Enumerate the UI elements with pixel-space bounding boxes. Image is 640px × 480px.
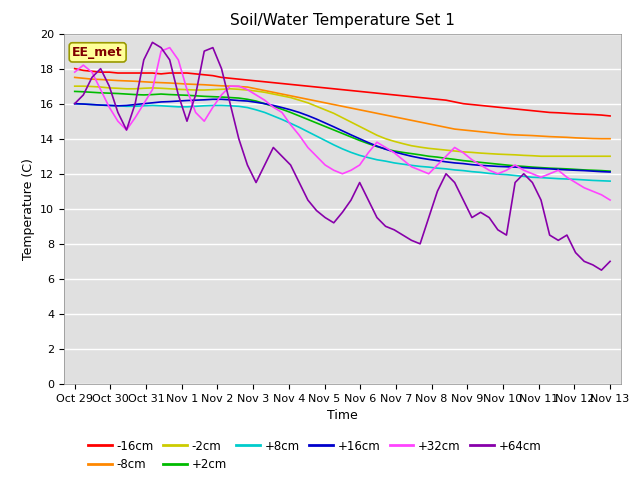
Title: Soil/Water Temperature Set 1: Soil/Water Temperature Set 1 bbox=[230, 13, 455, 28]
Y-axis label: Temperature (C): Temperature (C) bbox=[22, 158, 35, 260]
Legend: -16cm, -8cm, -2cm, +2cm, +8cm, +16cm, +32cm, +64cm: -16cm, -8cm, -2cm, +2cm, +8cm, +16cm, +3… bbox=[83, 435, 546, 476]
Text: EE_met: EE_met bbox=[72, 46, 123, 59]
X-axis label: Time: Time bbox=[327, 409, 358, 422]
